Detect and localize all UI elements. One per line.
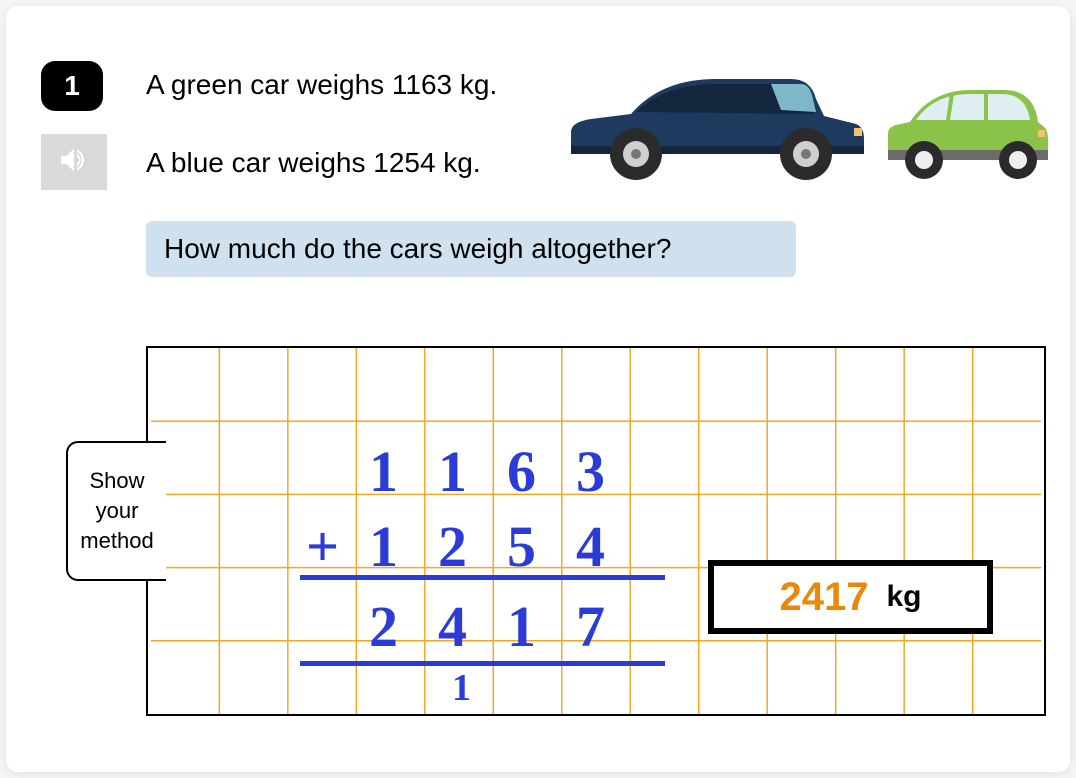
cars-illustration [566,54,1056,184]
question-prompt-bar: How much do the cars weigh altogether? [146,221,796,277]
answer-value: 2417 [780,575,869,620]
audio-play-button[interactable] [41,134,107,190]
show-method-label: Showyourmethod [80,466,153,555]
grid-lines [148,348,1044,714]
question-number-badge: 1 [41,61,103,111]
speaker-icon [57,143,91,182]
answer-unit: kg [886,580,921,614]
question-card: 1 A green car weighs 1163 kg. A blue car… [6,6,1070,772]
answer-box: 2417 kg [708,560,993,634]
question-text-line-1: A green car weighs 1163 kg. [146,69,497,101]
question-text-line-2: A blue car weighs 1254 kg. [146,147,481,179]
question-prompt: How much do the cars weigh altogether? [164,233,671,264]
show-method-tab: Showyourmethod [66,441,166,581]
green-car-icon [888,90,1048,179]
blue-car-icon [571,79,864,180]
question-number: 1 [64,70,80,102]
working-grid[interactable]: 1163+125424171 2417 kg [146,346,1046,716]
